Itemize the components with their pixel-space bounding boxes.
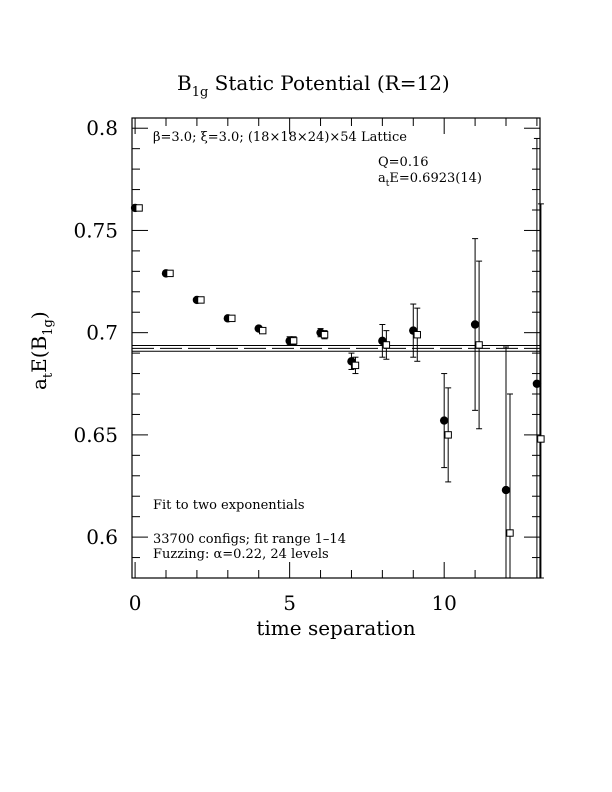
data-points <box>130 137 545 579</box>
tick-labels: 0 5 10 0.6 0.65 0.7 0.75 0.8 <box>73 116 456 615</box>
x-tick-label: 5 <box>283 591 296 615</box>
y-tick-label: 0.7 <box>86 321 118 345</box>
fuzzing-annotation: Fuzzing: α=0.22, 24 levels <box>153 547 329 562</box>
x-axis-label: time separation <box>256 616 415 640</box>
data-point-square <box>413 331 421 339</box>
data-point-square <box>320 331 329 339</box>
data-point-square <box>135 204 143 212</box>
data-point-circle <box>501 485 511 495</box>
y-tick-label: 0.6 <box>86 525 118 549</box>
data-point-square <box>475 341 483 349</box>
axis-ticks <box>132 118 540 579</box>
data-point-square <box>228 314 236 323</box>
q-annotation: Q=0.16 <box>378 155 429 170</box>
data-point-square <box>351 361 360 370</box>
y-tick-label: 0.65 <box>73 423 118 447</box>
data-point-square <box>259 326 267 335</box>
y-tick-label: 0.8 <box>86 116 118 140</box>
x-tick-label: 0 <box>129 591 142 615</box>
y-axis-label: atE(B1g) <box>27 311 56 390</box>
fit-note: Fit to two exponentials <box>153 498 305 513</box>
data-point-circle <box>532 379 542 388</box>
energy-annotation: atE=0.6923(14) <box>378 171 482 189</box>
data-point-circle <box>439 416 449 425</box>
chart-title: B1g Static Potential (R=12) <box>177 71 450 100</box>
data-point-square <box>382 341 391 349</box>
data-point-square <box>289 337 298 345</box>
lattice-annotation: β=3.0; ξ=3.0; (18×18×24)×54 Lattice <box>153 130 407 145</box>
data-point-square <box>166 269 174 278</box>
data-point-square <box>444 431 452 439</box>
y-tick-label: 0.75 <box>73 218 118 242</box>
x-tick-label: 10 <box>431 591 456 615</box>
fit-band <box>132 345 540 352</box>
data-point-square <box>506 529 514 537</box>
data-point-circle <box>470 320 480 329</box>
configs-annotation: 33700 configs; fit range 1–14 <box>153 532 346 547</box>
data-point-square <box>197 296 205 304</box>
data-point-square <box>537 435 545 443</box>
